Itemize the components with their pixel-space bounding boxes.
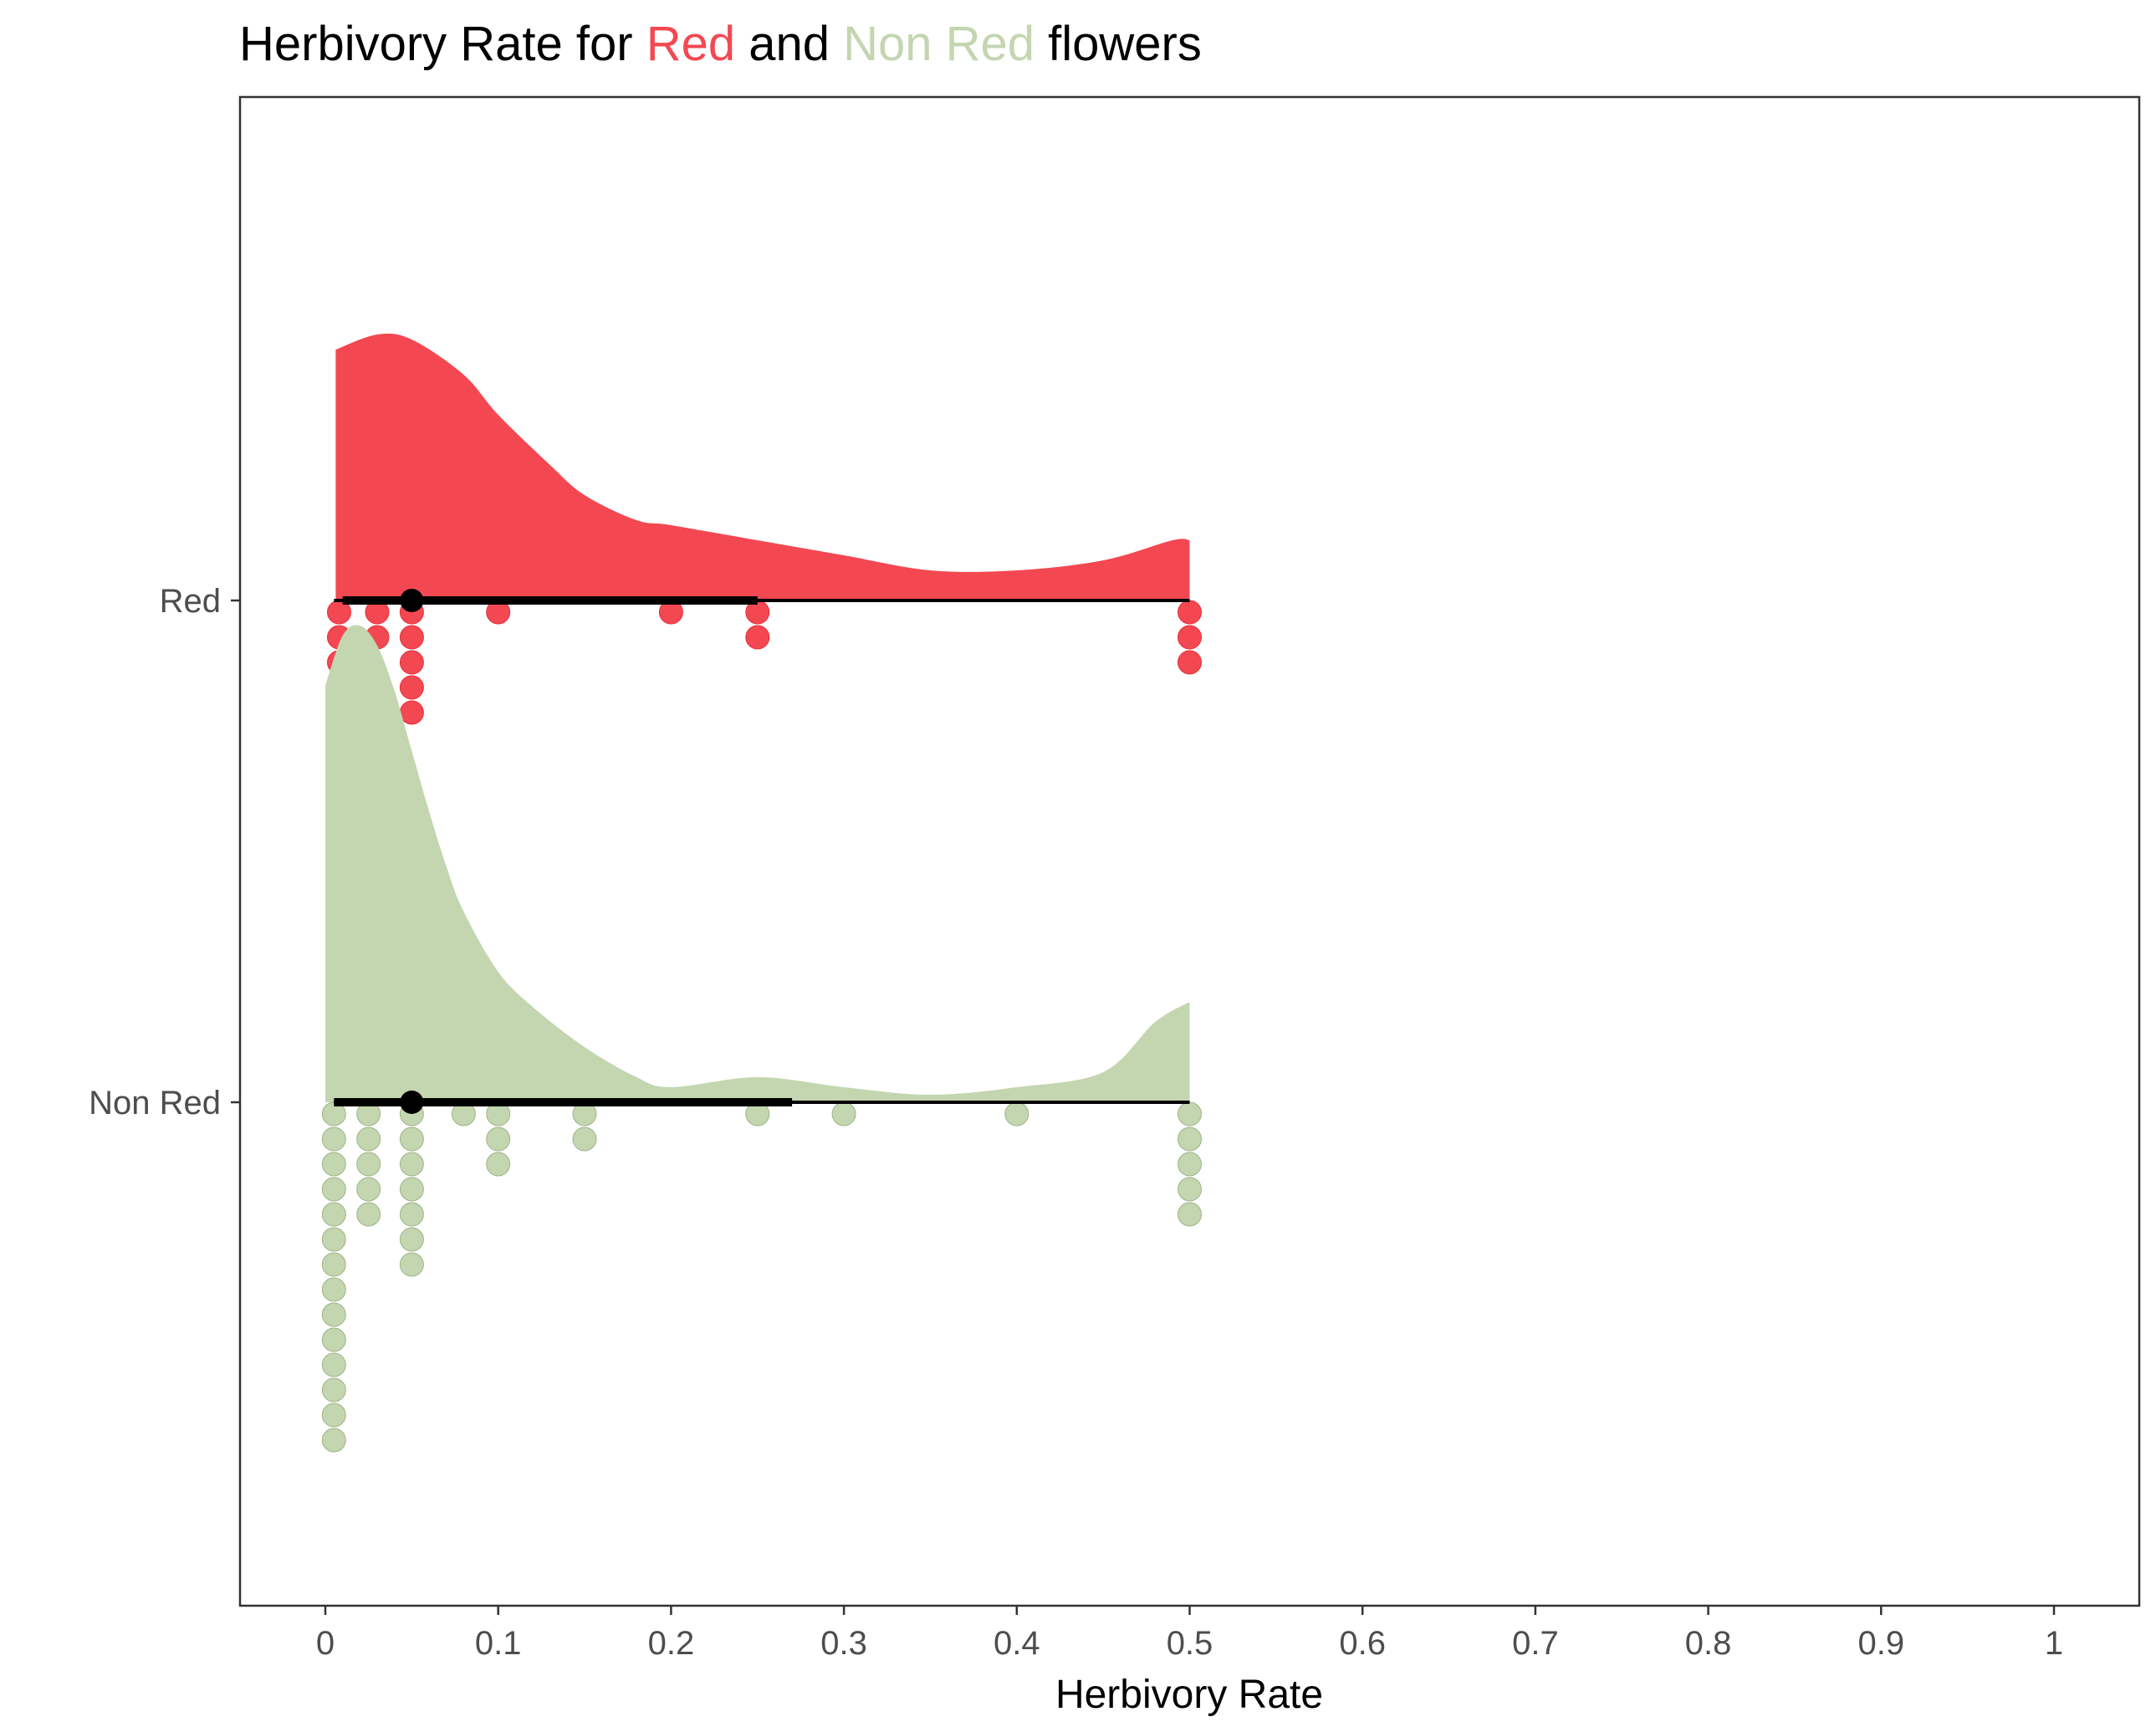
x-tick-label: 0.9 <box>1857 1625 1904 1662</box>
non-red-median-point <box>400 1091 424 1114</box>
x-tick-label: 1 <box>2045 1625 2063 1662</box>
non-red-data-point <box>1178 1202 1202 1227</box>
non-red-data-point <box>356 1152 381 1177</box>
non-red-data-point <box>399 1177 424 1202</box>
non-red-data-point <box>486 1127 511 1152</box>
y-tick-label-red: Red <box>160 583 221 620</box>
chart-title-part-3: Non Red <box>843 17 1035 71</box>
non-red-data-point <box>1178 1152 1202 1177</box>
non-red-data-point <box>321 1127 346 1152</box>
non-red-data-point <box>321 1302 346 1327</box>
red-data-point <box>399 675 424 700</box>
non-red-series <box>321 625 1202 1453</box>
red-data-point <box>399 625 424 650</box>
non-red-data-point <box>1004 1101 1029 1127</box>
x-tick-label: 0.3 <box>820 1625 867 1662</box>
non-red-data-point <box>831 1101 856 1127</box>
non-red-data-point <box>486 1152 511 1177</box>
non-red-data-point <box>399 1152 424 1177</box>
non-red-data-point <box>399 1202 424 1227</box>
non-red-data-point <box>321 1352 346 1377</box>
non-red-data-point <box>321 1152 346 1177</box>
non-red-data-point <box>321 1227 346 1252</box>
y-axis: Red Non Red <box>89 583 240 1121</box>
non-red-data-point <box>356 1202 381 1227</box>
non-red-data-point <box>356 1177 381 1202</box>
y-tick-label-non-red: Non Red <box>89 1085 221 1121</box>
x-tick-label: 0.1 <box>475 1625 522 1662</box>
red-data-point <box>1178 600 1202 625</box>
chart-title-part-4: flowers <box>1035 17 1202 71</box>
non-red-data-point <box>399 1127 424 1152</box>
x-tick-label: 0.8 <box>1685 1625 1732 1662</box>
non-red-data-point <box>399 1227 424 1252</box>
non-red-data-point <box>321 1402 346 1428</box>
non-red-data-point <box>1178 1127 1202 1152</box>
chart-title-part-2: and <box>735 17 843 71</box>
non-red-data-point <box>321 1327 346 1352</box>
red-data-point <box>399 650 424 675</box>
plot-area <box>321 333 1202 1453</box>
non-red-density <box>325 625 1190 1102</box>
x-axis: 0 0.1 0.2 0.3 0.4 0.5 0.6 0.7 0.8 0.9 1 <box>316 1606 2063 1662</box>
non-red-data-point <box>321 1277 346 1302</box>
non-red-data-point <box>356 1127 381 1152</box>
red-series <box>327 333 1202 750</box>
x-tick-label: 0.6 <box>1339 1625 1386 1662</box>
red-data-point <box>1178 650 1202 675</box>
non-red-data-point <box>399 1252 424 1277</box>
x-tick-label: 0.7 <box>1512 1625 1559 1662</box>
x-tick-label: 0.4 <box>994 1625 1040 1662</box>
chart-title-part-0: Herbivory Rate for <box>239 17 646 71</box>
non-red-data-point <box>321 1377 346 1402</box>
chart-title-part-1: Red <box>646 17 735 71</box>
red-data-point <box>745 625 770 650</box>
non-red-data-point <box>1178 1177 1202 1202</box>
red-data-point <box>399 700 424 725</box>
panel-border <box>238 95 2141 1607</box>
x-axis-title: Herbivory Rate <box>1055 1673 1323 1717</box>
non-red-data-point <box>321 1101 346 1127</box>
x-tick-label: 0 <box>316 1625 335 1662</box>
non-red-data-point <box>321 1428 346 1453</box>
non-red-data-point <box>321 1252 346 1277</box>
non-red-data-point <box>1178 1101 1202 1127</box>
red-density <box>335 333 1190 600</box>
x-tick-label: 0.2 <box>648 1625 695 1662</box>
chart-title: Herbivory Rate for Red and Non Red flowe… <box>239 17 1202 71</box>
non-red-data-point <box>572 1127 597 1152</box>
red-median-point <box>400 589 424 612</box>
non-red-data-point <box>321 1177 346 1202</box>
x-tick-label: 0.5 <box>1167 1625 1213 1662</box>
non-red-data-point <box>321 1202 346 1227</box>
red-data-point <box>1178 625 1202 650</box>
